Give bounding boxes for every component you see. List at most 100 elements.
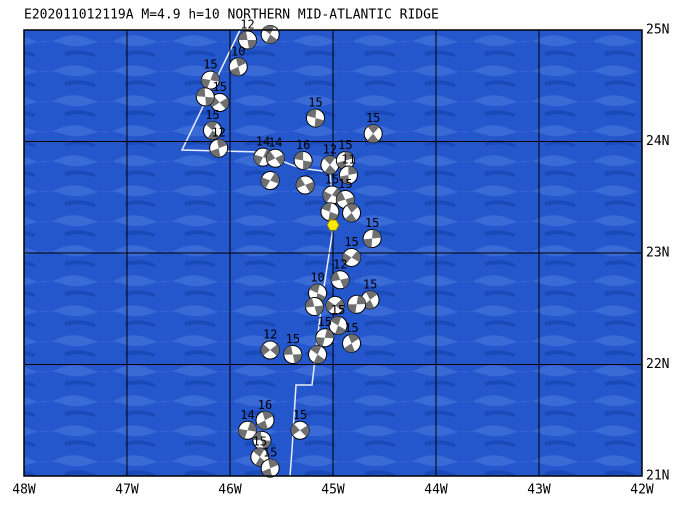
compressional-quadrant [205,121,218,131]
compressional-quadrant [247,40,257,49]
x-tick-label: 44W [424,483,448,498]
compressional-quadrant [305,297,315,308]
compressional-quadrant [314,118,325,128]
compressional-quadrant [363,238,373,248]
focal-mechanism: 15 [342,321,362,353]
compressional-quadrant [342,252,352,265]
depth-label: 15 [205,108,219,122]
compressional-quadrant [315,337,325,347]
compressional-quadrant [326,300,336,312]
focal-mechanism: 16 [293,138,313,170]
compressional-quadrant [340,277,350,289]
depth-label: 15 [263,446,277,460]
compressional-quadrant [348,334,360,344]
x-tick-label: 46W [218,483,242,498]
depth-label: 14 [256,135,270,149]
focal-mechanism [308,344,328,364]
focal-mechanism: 12 [320,142,340,175]
y-tick-label: 22N [646,357,669,372]
compressional-quadrant [323,155,336,165]
y-tick-label: 21N [646,469,669,484]
compressional-quadrant [335,325,346,335]
compressional-quadrant [372,229,382,239]
compressional-quadrant [365,290,378,300]
focal-mechanism: 15 [200,58,220,90]
x-tick-label: 47W [115,483,139,498]
depth-label: 15 [338,177,352,191]
focal-mechanism: 15 [342,235,362,267]
focal-mechanism: 16 [255,398,275,430]
compressional-quadrant [348,165,358,175]
compressional-quadrant [330,316,342,326]
compressional-quadrant [283,345,293,355]
y-tick-label: 23N [646,246,669,261]
compressional-quadrant [291,423,301,436]
compressional-quadrant [346,203,359,213]
compressional-quadrant [210,148,221,158]
compressional-quadrant [201,78,211,89]
depth-label: 11 [341,152,355,166]
depth-label: 15 [363,277,377,291]
compressional-quadrant [300,425,310,437]
compressional-quadrant [324,329,334,339]
compressional-quadrant [321,202,332,212]
focal-mechanism: 10 [308,271,328,303]
compressional-quadrant [309,284,320,294]
compressional-quadrant [328,211,339,221]
compressional-quadrant [335,299,345,311]
focal-mechanism: 15 [305,96,325,128]
depth-label: 12 [263,328,277,342]
compressional-quadrant [257,420,268,430]
focal-mechanism: 15 [202,108,222,140]
compressional-quadrant [356,295,366,305]
y-tick-label: 25N [646,23,669,38]
compressional-quadrant [324,164,337,174]
focal-mechanism [342,203,362,223]
depth-label: 15 [203,58,217,72]
focal-mechanism [304,297,324,317]
depth-label: 10 [310,271,324,285]
compressional-quadrant [306,109,317,119]
focal-mechanism: 14 [265,136,285,168]
focal-mechanism: 15 [260,446,280,478]
compressional-quadrant [238,31,248,41]
compressional-quadrant [261,468,273,478]
focal-mechanism [347,294,367,314]
depth-label: 10 [231,44,245,58]
depth-label: 15 [365,216,379,230]
depth-label: 14 [240,408,254,422]
depth-label: 15 [344,321,358,335]
map-title: E202011012119A M=4.9 h=10 NORTHERN MID-A… [24,8,439,23]
focal-mechanism: 14 [238,408,258,440]
compressional-quadrant [367,133,379,143]
focal-mechanism: 12 [330,257,350,290]
focal-mechanism: 15 [315,315,335,348]
compressional-quadrant [322,191,332,203]
focal-mechanism [320,202,340,222]
focal-mechanism: 15 [328,303,348,335]
compressional-quadrant [314,305,324,316]
x-tick-label: 42W [630,483,654,498]
focal-mechanism [260,171,280,191]
compressional-quadrant [331,271,341,282]
depth-label: 15 [318,315,332,329]
depth-label: 15 [338,138,352,152]
compressional-quadrant [216,139,228,149]
focal-mechanism: 15 [335,138,355,170]
y-tick-label: 24N [646,134,669,149]
compressional-quadrant [343,343,356,353]
compressional-quadrant [266,151,276,163]
focal-mechanism [260,24,280,44]
compressional-quadrant [238,428,248,439]
compressional-quadrant [235,57,247,67]
focal-mechanism: 11 [338,152,358,185]
focal-mechanism: 15 [283,332,303,364]
compressional-quadrant [219,97,229,110]
depth-label: 15 [293,408,307,422]
focal-mechanism [295,175,315,195]
depth-label: 15 [308,96,322,110]
compressional-quadrant [266,34,278,44]
depth-label: 15 [325,173,339,187]
compressional-quadrant [270,172,280,184]
frame [23,29,643,477]
